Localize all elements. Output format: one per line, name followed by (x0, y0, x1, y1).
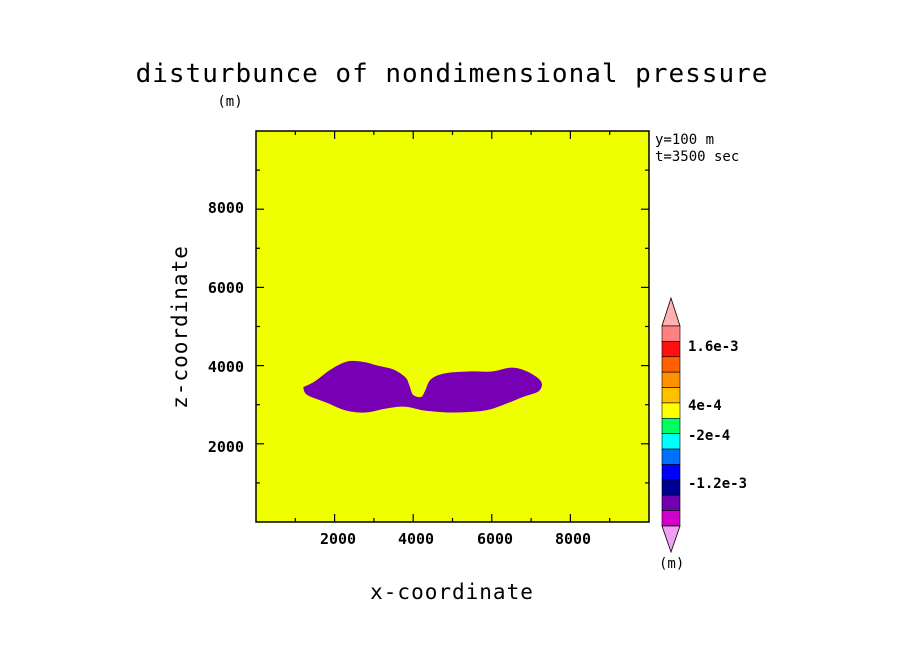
colorbar-unit: (m) (659, 556, 684, 572)
x-tick-label: 4000 (398, 530, 434, 548)
colorbar-swatch (661, 325, 681, 342)
contour-band-14 (256, 131, 649, 522)
chart-title: disturbunce of nondimensional pressure (136, 59, 769, 89)
y-axis-label: z-coordinate (168, 245, 192, 409)
x-axis-label: x-coordinate (370, 580, 534, 604)
colorbar-swatch (661, 448, 681, 465)
colorbar-swatch (661, 464, 681, 481)
colorbar-swatch (661, 418, 681, 434)
colorbar-swatch (661, 402, 681, 419)
colorbar-swatch (661, 433, 681, 450)
annotation-y: y=100 m (655, 132, 714, 148)
contour-bands (256, 131, 649, 522)
colorbar-label: 1.6e-3 (688, 339, 739, 355)
colorbar-swatch (661, 371, 681, 388)
colorbar-swatch (661, 387, 681, 404)
colorbar-top-cap (661, 296, 681, 327)
colorbar-bottom-cap (661, 525, 681, 554)
x-tick-label: 2000 (320, 530, 356, 548)
colorbar-swatch (661, 494, 681, 511)
colorbar (661, 296, 681, 554)
y-tick-label: 2000 (208, 438, 244, 456)
colorbar-label: -1.2e-3 (688, 476, 747, 492)
colorbar-swatch (661, 341, 681, 358)
x-tick-label: 6000 (477, 530, 513, 548)
colorbar-label: 4e-4 (688, 398, 722, 414)
minimum-region (303, 360, 542, 413)
colorbar-swatch (661, 356, 681, 373)
y-tick-label: 4000 (208, 358, 244, 376)
annotation-time: t=3500 sec (655, 149, 739, 165)
title-unit: (m) (217, 94, 242, 110)
colorbar-swatch (661, 510, 681, 527)
minimum-region-shape (303, 360, 542, 413)
x-tick-label: 8000 (555, 530, 591, 548)
y-tick-label: 8000 (208, 199, 244, 217)
colorbar-label: -2e-4 (688, 428, 730, 444)
colorbar-swatch (661, 479, 681, 496)
axis-ticks (256, 131, 649, 522)
y-tick-label: 6000 (208, 279, 244, 297)
